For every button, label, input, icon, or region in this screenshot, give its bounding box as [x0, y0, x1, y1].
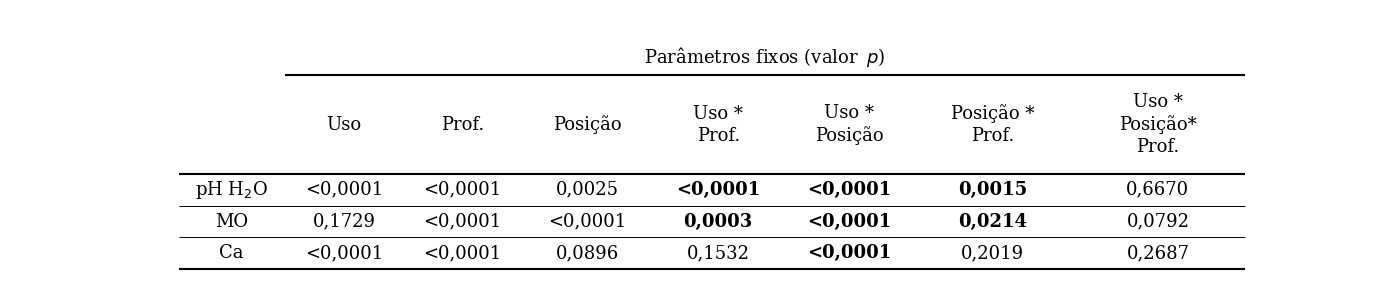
Text: pH H$_2$O: pH H$_2$O	[195, 179, 267, 201]
Text: 0,1532: 0,1532	[686, 244, 750, 262]
Text: 0,0896: 0,0896	[556, 244, 618, 262]
Text: Parâmetros fixos (valor  $p$): Parâmetros fixos (valor $p$)	[644, 45, 886, 69]
Text: <0,0001: <0,0001	[807, 213, 891, 231]
Text: Uso *
Posição: Uso * Posição	[815, 104, 883, 145]
Text: 0,2019: 0,2019	[960, 244, 1024, 262]
Text: 0,0214: 0,0214	[958, 213, 1027, 231]
Text: 0,2687: 0,2687	[1127, 244, 1189, 262]
Text: <0,0001: <0,0001	[423, 244, 502, 262]
Text: <0,0001: <0,0001	[547, 213, 626, 231]
Text: 0,0025: 0,0025	[556, 181, 618, 199]
Text: 0,0003: 0,0003	[683, 213, 753, 231]
Text: 0,0015: 0,0015	[958, 181, 1027, 199]
Text: Uso *
Posição*
Prof.: Uso * Posição* Prof.	[1119, 93, 1196, 156]
Text: 0,0792: 0,0792	[1127, 213, 1189, 231]
Text: Posição: Posição	[553, 115, 621, 134]
Text: <0,0001: <0,0001	[676, 181, 761, 199]
Text: 0,1729: 0,1729	[312, 213, 376, 231]
Text: Prof.: Prof.	[441, 116, 484, 134]
Text: 0,6670: 0,6670	[1127, 181, 1189, 199]
Text: <0,0001: <0,0001	[423, 213, 502, 231]
Text: Ca: Ca	[219, 244, 244, 262]
Text: MO: MO	[215, 213, 248, 231]
Text: <0,0001: <0,0001	[305, 181, 383, 199]
Text: Uso: Uso	[326, 116, 362, 134]
Text: <0,0001: <0,0001	[807, 181, 891, 199]
Text: Posição *
Prof.: Posição * Prof.	[951, 104, 1034, 145]
Text: <0,0001: <0,0001	[305, 244, 383, 262]
Text: Uso *
Prof.: Uso * Prof.	[693, 105, 743, 145]
Text: <0,0001: <0,0001	[423, 181, 502, 199]
Text: <0,0001: <0,0001	[807, 244, 891, 262]
